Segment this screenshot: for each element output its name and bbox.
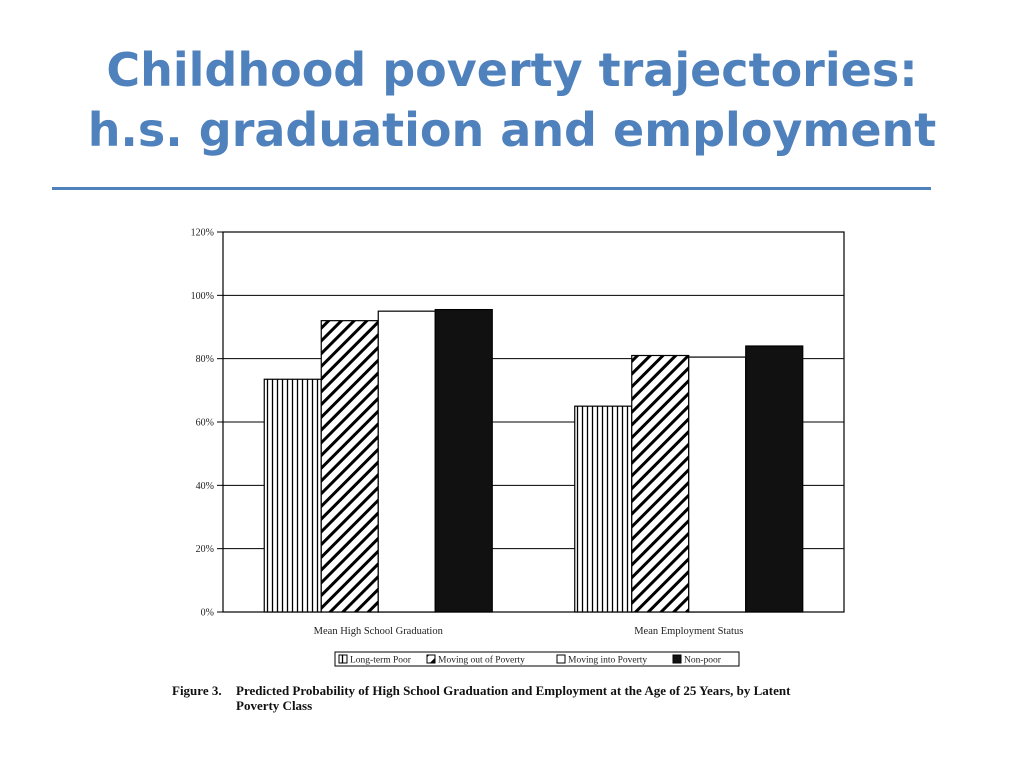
legend-label: Non-poor: [684, 656, 722, 666]
legend-swatch: [556, 654, 566, 664]
y-tick-label: 40%: [196, 481, 214, 492]
y-tick-label: 20%: [196, 544, 214, 555]
caption-line-2: Poverty Class: [236, 698, 313, 713]
figure-caption: Figure 3. Predicted Probability of High S…: [172, 683, 872, 713]
y-tick-label: 100%: [191, 291, 214, 302]
y-tick-label: 120%: [191, 228, 214, 239]
y-tick-label: 0%: [201, 608, 214, 619]
legend-swatch: [672, 654, 682, 664]
category-labels: Mean High School Graduation Mean Employme…: [314, 626, 744, 637]
caption-line-1: Predicted Probability of High School Gra…: [236, 683, 791, 698]
legend-swatch: [426, 654, 436, 664]
bar-chart: 0% 20% 40% 60% 80% 100% 120% Mean High School …: [191, 228, 845, 667]
bar: [631, 354, 690, 613]
bar: [263, 378, 322, 613]
legend-swatch: [338, 654, 348, 664]
y-tick-label: 60%: [196, 418, 214, 429]
title-divider: [52, 187, 931, 190]
category-label: Mean High School Graduation: [314, 626, 444, 637]
bars: [263, 308, 804, 613]
slide-title: Childhood poverty trajectories: h.s. gra…: [0, 40, 1024, 160]
bar: [377, 310, 436, 613]
bar: [320, 320, 379, 613]
bar: [745, 345, 804, 613]
slide-title-line-1: Childhood poverty trajectories:: [106, 43, 918, 97]
y-axis: 0% 20% 40% 60% 80% 100% 120%: [191, 228, 223, 619]
bar: [574, 405, 633, 613]
bar: [434, 308, 493, 613]
category-label: Mean Employment Status: [634, 626, 743, 637]
slide-title-line-2: h.s. graduation and employment: [87, 103, 937, 157]
legend-box: [334, 651, 740, 667]
legend-label: Moving out of Poverty: [438, 655, 525, 666]
y-tick-label: 80%: [196, 354, 214, 365]
bar: [688, 356, 747, 613]
legend: Long-term Poor Moving out of Poverty Movin…: [334, 651, 740, 667]
legend-label: Long-term Poor: [350, 656, 412, 666]
figure-label: Figure 3.: [172, 683, 222, 698]
legend-label: Moving into Poverty: [568, 656, 647, 666]
